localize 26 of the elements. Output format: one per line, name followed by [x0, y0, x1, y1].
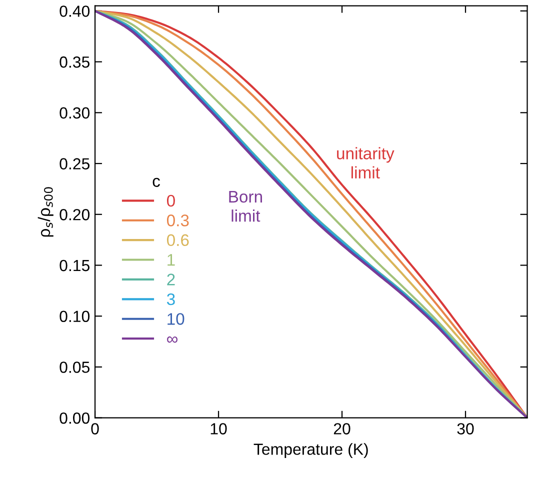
x-tick-label: 10	[210, 423, 227, 434]
legend-label: 1	[168, 254, 175, 266]
y-tick-label: 0.35	[60, 56, 90, 68]
annotation: unitarity limit	[337, 147, 394, 178]
legend-label: 0.3	[166, 214, 189, 226]
y-tick-label: 0.10	[60, 310, 90, 322]
y-tick-label: 0.30	[60, 107, 90, 119]
legend-label: 3	[166, 293, 175, 306]
x-tick-label: 0	[91, 423, 99, 434]
y-tick-label: 0.40	[60, 6, 90, 17]
y-axis-title: ρ$_{s}$/ρ$_{s00}$	[38, 187, 54, 237]
x-tick-label: 20	[334, 423, 350, 434]
x-axis-title: Temperature (K)	[254, 443, 368, 458]
legend-label: 0	[166, 194, 175, 207]
legend-label: ∞	[167, 336, 178, 343]
y-tick-label: 0.15	[60, 260, 90, 272]
x-tick-label: 30	[457, 423, 474, 434]
y-tick-label: 0.05	[60, 362, 90, 373]
y-tick-label: 0.25	[60, 158, 90, 170]
annotation: Born limit	[229, 190, 262, 222]
legend-title: c	[152, 178, 160, 187]
legend-label: 10	[168, 313, 184, 325]
y-tick-label: 0.20	[60, 209, 90, 220]
legend-label: 0.6	[166, 234, 189, 246]
y-tick-label: 0.00	[60, 412, 90, 424]
legend-label: 2	[167, 274, 175, 286]
